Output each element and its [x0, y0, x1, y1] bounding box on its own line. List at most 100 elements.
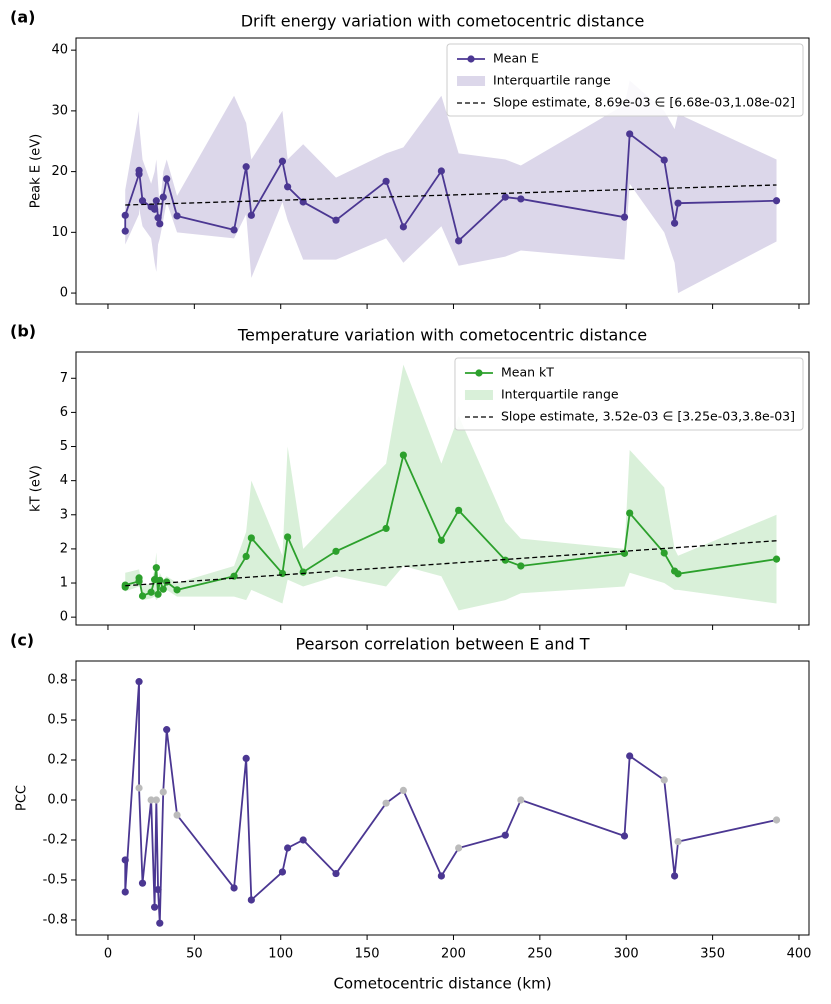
point: [660, 776, 668, 784]
point: [670, 219, 679, 227]
point: [772, 555, 781, 563]
point: [151, 205, 159, 213]
point: [135, 678, 143, 686]
point: [399, 451, 407, 459]
y-tick-label: 40: [51, 43, 68, 58]
point: [163, 578, 171, 586]
y-tick-label: 2: [60, 541, 68, 556]
point: [660, 156, 668, 164]
y-tick-label: 1: [60, 576, 68, 591]
point: [437, 536, 445, 544]
point: [156, 576, 164, 584]
y-axis-label: kT (eV): [29, 465, 44, 512]
x-tick-label: 50: [186, 947, 203, 962]
point: [152, 796, 160, 804]
y-tick-label: 0.5: [47, 713, 68, 728]
y-tick-label: 7: [60, 371, 68, 386]
x-tick-label: 300: [614, 947, 639, 962]
legend-patch: [464, 390, 493, 400]
point: [501, 831, 509, 839]
point: [674, 199, 682, 207]
x-tick-label: 0: [104, 947, 112, 962]
point: [455, 237, 463, 245]
point: [674, 837, 682, 846]
point: [382, 799, 390, 807]
point: [147, 796, 155, 804]
iqr-band: [125, 80, 777, 294]
point: [152, 197, 160, 205]
trend-line: [125, 184, 777, 206]
point: [299, 836, 307, 844]
point: [151, 903, 159, 911]
point: [660, 549, 668, 557]
point: [517, 796, 525, 804]
point: [772, 197, 781, 205]
point: [626, 130, 634, 138]
point: [284, 844, 292, 852]
point: [138, 592, 147, 600]
axes-frame: [75, 660, 810, 936]
point: [284, 183, 292, 191]
legend-marker: [467, 55, 475, 63]
point: [332, 547, 340, 555]
y-tick-label: 0.0: [47, 792, 68, 807]
x-tick-label: 350: [700, 947, 725, 962]
axes-frame: [75, 351, 810, 626]
point: [247, 211, 255, 219]
point: [230, 226, 238, 234]
series-line: [124, 681, 777, 924]
y-tick-label: 6: [60, 405, 68, 420]
point: [299, 568, 307, 576]
point: [455, 506, 463, 514]
point: [399, 223, 407, 231]
point: [121, 888, 129, 896]
y-tick-label: -0.2: [43, 832, 68, 847]
point: [154, 590, 162, 598]
y-tick-label: 3: [60, 507, 68, 522]
x-tick-label: 150: [355, 947, 380, 962]
x-tick-label: 200: [441, 947, 466, 962]
point: [173, 212, 181, 220]
legend-label: Slope estimate, 8.69e-03 ∈ [6.68e-03,1.0…: [493, 95, 795, 110]
point: [159, 585, 167, 593]
legend-label: Interquartile range: [493, 73, 611, 88]
panel-label: (b): [10, 322, 36, 341]
point: [278, 868, 287, 876]
point: [242, 552, 250, 561]
point: [156, 220, 164, 228]
point: [138, 879, 147, 887]
point: [173, 811, 181, 819]
x-tick-label: 100: [268, 947, 293, 962]
point: [626, 509, 634, 517]
point: [501, 556, 509, 564]
point: [626, 752, 634, 760]
y-tick-label: 0.2: [47, 753, 68, 768]
point: [159, 788, 167, 796]
point: [772, 816, 781, 824]
y-tick-label: 30: [51, 103, 68, 118]
point: [620, 832, 629, 840]
point: [135, 166, 143, 174]
point: [332, 216, 340, 224]
panel: (c) Pearson correlation between E and T PC…: [10, 631, 811, 993]
y-tick-label: 4: [60, 473, 68, 488]
panel-title: Temperature variation with cometocentric…: [237, 326, 647, 345]
point: [332, 869, 340, 878]
point: [247, 896, 255, 904]
point: [121, 211, 129, 219]
y-tick-label: 0: [60, 286, 68, 301]
point: [517, 562, 525, 570]
point: [230, 884, 238, 892]
x-tick-label: 400: [787, 947, 812, 962]
panel-label: (c): [10, 631, 34, 650]
point: [138, 197, 147, 205]
y-tick-label: 20: [51, 164, 68, 179]
point: [501, 193, 509, 201]
x-axis-label: Cometocentric distance (km): [333, 975, 551, 993]
point: [620, 213, 629, 221]
point: [278, 569, 287, 578]
point: [121, 856, 129, 864]
point: [437, 167, 445, 175]
point: [455, 844, 463, 852]
